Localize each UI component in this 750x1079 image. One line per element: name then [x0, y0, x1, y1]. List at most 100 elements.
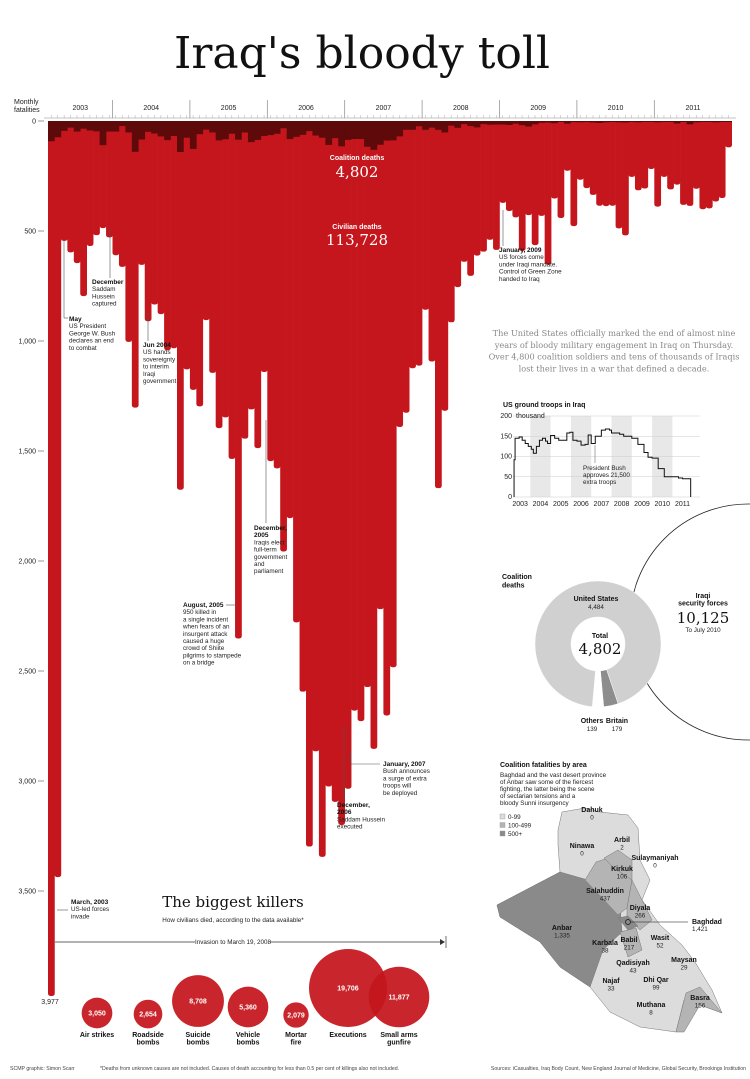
province-value: 156 [695, 1003, 706, 1010]
civilian-bar [344, 121, 352, 789]
coalition-bar [48, 121, 55, 142]
footer-credit: SCMP graphic: Simon Scarr [10, 1066, 75, 1072]
year-label: 2007 [376, 105, 392, 112]
others-label: Others [581, 718, 604, 725]
coalition-bar [80, 121, 87, 129]
civilian-bar [293, 121, 300, 623]
annotation-heading: May [69, 316, 82, 323]
coalition-bar [454, 121, 462, 128]
civilian-bar [357, 121, 365, 722]
x-axis-years: 2003 2004 2005 2006 2007 2008 2009 2010 2011 [44, 100, 736, 119]
province-name: Muthana [637, 1002, 666, 1009]
us-label: United States [574, 596, 619, 603]
province-name: Salahuddin [586, 888, 624, 895]
annotation-text: Saddam [92, 286, 115, 293]
civilian-bar [376, 121, 384, 610]
annotation-text: troops will [383, 783, 411, 790]
civilian-bar [183, 121, 191, 370]
coalition-bar [415, 121, 423, 127]
x-tick-label: 2011 [675, 501, 690, 508]
coalition-bar [628, 121, 636, 122]
civilian-bar [241, 121, 249, 439]
intro-line: Over 4,800 coalition soldiers and tens o… [489, 352, 740, 362]
map-description: Baghdad and the vast desert province [500, 772, 607, 779]
civilian-bar [712, 121, 720, 202]
bubble-value: 8,708 [189, 998, 207, 1005]
province-value: 1,335 [554, 933, 570, 940]
y-axis-label-2: fatalities [14, 107, 40, 114]
annotation-text: government [254, 554, 288, 561]
civilian-bar-top [576, 121, 584, 124]
map-description: of sectarian tensions and a [500, 793, 576, 800]
civilian-bar [480, 121, 487, 252]
civilian-bar-top [693, 121, 700, 124]
annotation-text: on a bridge [183, 660, 215, 667]
annotation-text: caused a huge [183, 638, 225, 645]
civilian-bar [705, 121, 713, 209]
coalition-bar [299, 121, 307, 135]
civilian-bar [112, 121, 120, 256]
annotation-text: Iraqi [143, 371, 155, 378]
map-description: of Anbar saw some of the fiercest [500, 779, 593, 786]
bubble [172, 975, 224, 1027]
coalition-bar [512, 121, 520, 124]
civilian-bar [325, 121, 333, 787]
civilian-bar-top [718, 121, 726, 124]
civilian-bar [331, 121, 339, 802]
civilian-bar [280, 121, 287, 552]
x-tick-label: 2009 [634, 501, 650, 508]
civilian-bar [125, 121, 133, 342]
total-label: Total [592, 633, 608, 640]
year-label: 2006 [298, 105, 314, 112]
map-description: bloody Sunni insurgency [500, 800, 569, 807]
civilian-bar-top [647, 121, 655, 124]
annotation-text: government [143, 378, 177, 385]
coalition-bar [351, 121, 358, 140]
province-value: 106 [617, 874, 628, 881]
year-label: 2011 [685, 105, 700, 112]
coalition-bar [409, 121, 416, 130]
civilian-bar [80, 121, 87, 297]
bubble [283, 1002, 309, 1028]
iraqi-forces-value: 10,125 [677, 609, 730, 627]
province-anbar [496, 871, 623, 988]
civilian-bar [596, 121, 603, 206]
bubble-value: 2,079 [287, 1012, 305, 1019]
iraqi-forces-note: To July 2010 [685, 627, 721, 634]
annotation-text: under Iraqi mandate. [499, 261, 557, 268]
civilian-bar [609, 121, 616, 206]
page-title: Iraq's bloody toll [174, 28, 550, 79]
civilian-bar [422, 121, 429, 310]
civilian-bar [54, 121, 62, 878]
coalition-bar [531, 121, 539, 125]
min-value-label: 3,977 [41, 999, 59, 1006]
coalition-bar [331, 121, 339, 139]
coalition-bar [280, 121, 287, 129]
intro-line: lost their lives in a war that defined a… [519, 363, 710, 373]
civilian-bar [48, 121, 55, 996]
province-value: 33 [607, 986, 615, 993]
y-tick-label: 1,500 [18, 449, 36, 456]
annotation-text: 950 killed in [183, 609, 217, 616]
coalition-bar [544, 121, 552, 123]
bubble-label: Roadside [132, 1032, 164, 1039]
coalition-bar [589, 121, 597, 123]
civilian-bar [634, 121, 642, 191]
coalition-bar [293, 121, 300, 137]
coalition-bar [338, 121, 345, 147]
civilian-bar [486, 121, 494, 240]
coalition-bar [54, 121, 62, 138]
coalition-bar [467, 121, 474, 127]
civilian-bar-top [557, 121, 565, 124]
annotation-text: pilgrims to stampede [183, 652, 242, 659]
coalition-bar [435, 121, 442, 130]
x-tick-label: 2007 [594, 501, 610, 508]
civilian-bar [144, 121, 152, 322]
coalition-bar [228, 121, 236, 134]
province-name: Baghdad [692, 919, 722, 926]
annotation-text: US-led forces [71, 906, 109, 913]
province-value: 0 [653, 863, 657, 870]
intro-line: The United States officially marked the … [493, 328, 736, 338]
civilian-bar [454, 121, 462, 288]
bars-group [48, 121, 732, 996]
